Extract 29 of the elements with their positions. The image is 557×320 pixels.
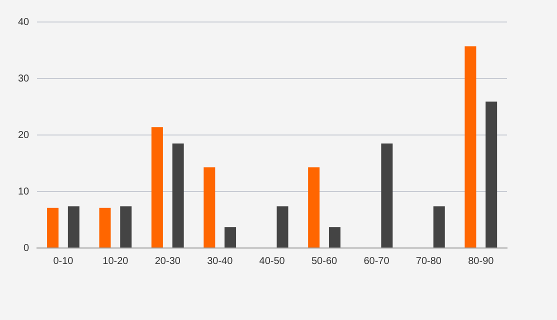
bar bbox=[204, 167, 216, 248]
x-tick-label: 70-80 bbox=[416, 256, 442, 267]
bar bbox=[276, 206, 288, 248]
y-tick-label: 40 bbox=[18, 16, 30, 28]
x-tick-label: 20-30 bbox=[154, 256, 181, 267]
x-tick-label: 0-10 bbox=[53, 256, 74, 267]
x-tick-label: 40-50 bbox=[259, 256, 286, 267]
bar bbox=[486, 102, 498, 248]
bar bbox=[151, 127, 163, 248]
x-tick-label: 50-60 bbox=[311, 256, 338, 267]
bar bbox=[99, 208, 111, 248]
y-tick-label: 10 bbox=[18, 186, 30, 198]
bar bbox=[47, 208, 59, 248]
bar bbox=[433, 206, 445, 248]
bar bbox=[381, 143, 393, 248]
bar bbox=[172, 143, 184, 248]
x-tick-label: 10-20 bbox=[102, 256, 129, 267]
x-tick-label: 60-70 bbox=[364, 256, 390, 267]
bar bbox=[308, 167, 320, 248]
bar bbox=[328, 227, 340, 248]
bar bbox=[464, 46, 476, 248]
bar bbox=[68, 206, 80, 248]
y-tick-label: 0 bbox=[24, 242, 30, 254]
y-tick-label: 20 bbox=[18, 130, 30, 141]
y-tick-label: 30 bbox=[18, 73, 30, 84]
bar bbox=[120, 206, 132, 248]
x-tick-label: 30-40 bbox=[207, 256, 234, 267]
x-tick-label: 80-90 bbox=[468, 256, 494, 267]
bar bbox=[224, 227, 236, 248]
